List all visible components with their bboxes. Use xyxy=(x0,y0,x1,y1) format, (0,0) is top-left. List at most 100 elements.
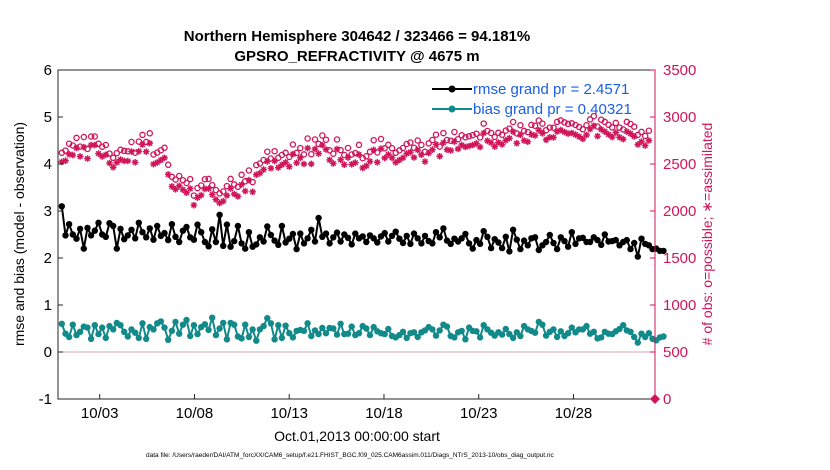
possible-point xyxy=(520,127,528,135)
rmse-point xyxy=(330,234,337,241)
rmse-point xyxy=(326,240,333,247)
x-axis-label: Oct.01,2013 00:00:00 start xyxy=(274,428,440,444)
y-tick-label: -1 xyxy=(39,391,52,408)
assimilated-point xyxy=(627,130,634,137)
rmse-point xyxy=(172,233,179,240)
possible-point xyxy=(322,136,330,143)
assimilated-point xyxy=(425,149,432,157)
bias-point xyxy=(278,334,286,342)
assimilated-point xyxy=(491,143,498,150)
rmse-point xyxy=(201,238,209,246)
rmse-point xyxy=(135,219,142,226)
possible-point xyxy=(311,136,319,143)
y2-axis-label: # of obs: o=possible; ∗=assimilated xyxy=(699,123,715,346)
possible-point xyxy=(465,133,473,140)
rmse-point xyxy=(359,233,366,240)
possible-point xyxy=(249,178,256,186)
assimilated-point xyxy=(330,160,337,167)
y-tick-label: 5 xyxy=(44,109,52,126)
possible-point xyxy=(374,149,381,156)
assimilated-point xyxy=(344,154,352,161)
bias-point xyxy=(286,330,293,337)
assimilated-point xyxy=(385,151,392,158)
assimilated-point xyxy=(506,134,513,142)
bias-point xyxy=(117,322,124,329)
bias-point xyxy=(620,322,627,329)
rmse-point xyxy=(440,225,447,232)
bias-point xyxy=(557,328,564,335)
rmse-point xyxy=(348,241,355,248)
bias-point xyxy=(370,323,377,331)
assimilated-point xyxy=(531,132,539,139)
assimilated-point xyxy=(245,176,253,184)
possible-point xyxy=(319,132,326,139)
bias-point xyxy=(363,325,370,332)
assimilated-point xyxy=(575,133,583,140)
possible-point xyxy=(410,144,418,151)
rmse-point xyxy=(311,238,319,245)
rmse-point xyxy=(631,239,638,247)
possible-point xyxy=(421,148,429,156)
assimilated-point xyxy=(645,137,653,144)
rmse-point xyxy=(465,240,473,247)
rmse-point xyxy=(337,238,344,245)
assimilated-point xyxy=(142,148,150,155)
y2-tick-label: 0 xyxy=(663,391,671,408)
assimilated-point xyxy=(223,192,231,199)
x-tick-label: 10/03 xyxy=(81,405,119,422)
assimilated-point xyxy=(418,151,425,159)
rmse-point xyxy=(564,243,572,250)
possible-point xyxy=(363,152,370,160)
bias-point xyxy=(509,334,517,342)
bias-point xyxy=(333,331,341,338)
possible-point xyxy=(80,133,88,141)
rmse-point xyxy=(344,234,352,241)
assimilated-point xyxy=(227,185,234,192)
bias-point xyxy=(168,327,176,335)
assimilated-point xyxy=(421,158,429,165)
assimilated-point xyxy=(304,144,311,152)
assimilated-point xyxy=(161,154,168,162)
rmse-point xyxy=(572,240,579,248)
possible-point xyxy=(139,131,146,139)
assimilated-point xyxy=(454,145,462,153)
bias-point xyxy=(631,333,638,341)
possible-point xyxy=(377,135,385,143)
assimilated-point xyxy=(594,132,601,140)
assimilated-point xyxy=(359,164,366,172)
possible-point xyxy=(480,120,487,127)
assimilated-point xyxy=(579,135,587,143)
rmse-point xyxy=(513,236,520,243)
possible-point xyxy=(76,143,84,150)
rmse-point xyxy=(150,236,157,243)
assimilated-point xyxy=(179,186,187,193)
rmse-point xyxy=(561,237,568,245)
y-tick-label: 0 xyxy=(44,344,52,361)
bias-point xyxy=(187,332,194,340)
bias-point xyxy=(315,330,322,338)
rmse-point xyxy=(414,235,421,242)
possible-point xyxy=(476,134,484,141)
rmse-point xyxy=(634,253,641,260)
rmse-point xyxy=(297,230,304,237)
possible-point xyxy=(399,144,407,152)
y2-tick-label: 2500 xyxy=(663,156,696,173)
rmse-point xyxy=(535,246,542,254)
assimilated-point xyxy=(62,157,69,164)
rmse-point xyxy=(256,234,264,241)
assimilated-point xyxy=(164,171,172,178)
rmse-point xyxy=(62,232,69,239)
bias-point xyxy=(531,329,539,336)
rmse-point xyxy=(399,239,407,247)
assimilated-point xyxy=(623,128,631,135)
bias-point xyxy=(58,320,65,327)
rmse-point xyxy=(421,232,429,240)
bias-point xyxy=(337,320,344,327)
assimilated-point xyxy=(315,150,322,157)
bias-point xyxy=(539,321,546,328)
possible-point xyxy=(344,144,352,152)
rmse-point xyxy=(407,240,414,248)
bias-point xyxy=(583,322,590,330)
y2-tick-label: 500 xyxy=(663,344,688,361)
possible-point xyxy=(164,161,172,169)
